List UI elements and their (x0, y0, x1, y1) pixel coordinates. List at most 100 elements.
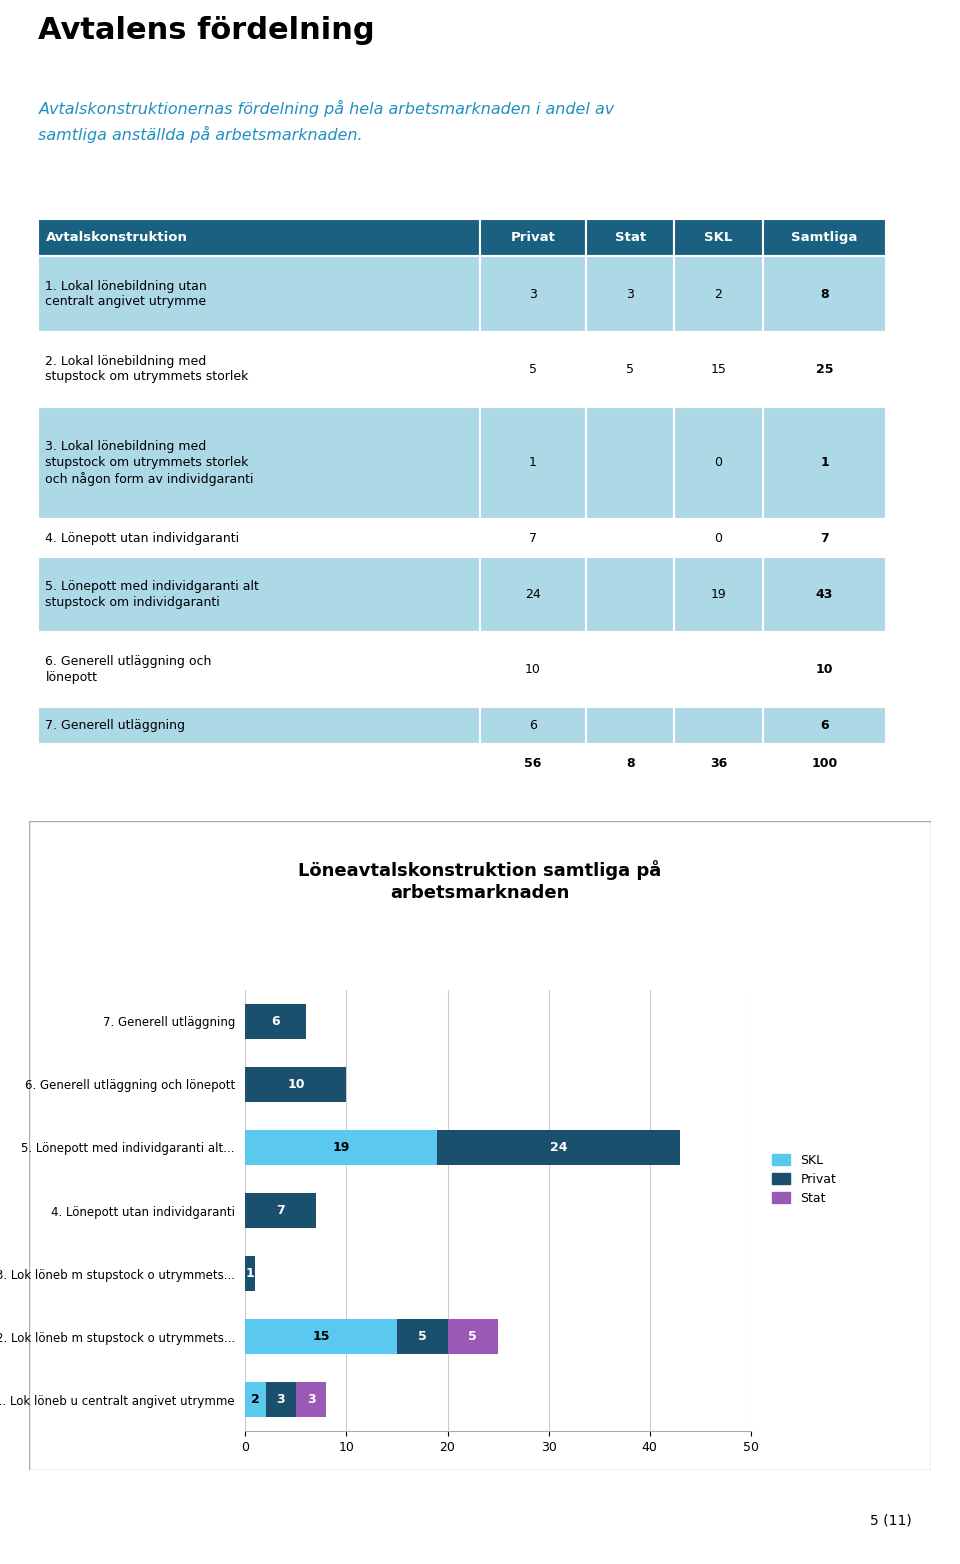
Bar (246, 1383, 266, 1417)
Bar (480, 744, 586, 782)
Text: 4. Lönepott utan individgaranti: 4. Lönepott utan individgaranti (45, 532, 240, 544)
Bar (38, 256, 480, 332)
Text: 36: 36 (709, 757, 727, 769)
Bar (674, 519, 762, 557)
Text: 43: 43 (816, 588, 833, 601)
Bar (447, 1320, 498, 1354)
Bar (246, 1193, 316, 1228)
Text: 0: 0 (714, 532, 723, 544)
Bar (480, 256, 586, 332)
Text: 3: 3 (626, 288, 635, 300)
Text: 8: 8 (820, 288, 828, 300)
Text: 3: 3 (529, 288, 537, 300)
Bar (397, 1320, 447, 1354)
Bar (246, 1131, 438, 1165)
Text: 1: 1 (246, 1267, 254, 1279)
Bar (586, 519, 674, 557)
Text: 3: 3 (276, 1394, 285, 1406)
Text: 25: 25 (816, 363, 833, 375)
Text: 56: 56 (524, 757, 541, 769)
Bar (674, 407, 762, 519)
Bar (762, 219, 886, 256)
Bar (246, 1067, 347, 1101)
Text: Avtalskonstruktion: Avtalskonstruktion (45, 231, 187, 244)
Bar (674, 632, 762, 707)
Bar (674, 744, 762, 782)
Legend: SKL, Privat, Stat: SKL, Privat, Stat (767, 1148, 841, 1211)
Text: 6: 6 (820, 719, 828, 732)
Bar (762, 256, 886, 332)
Bar (674, 707, 762, 744)
Bar (480, 407, 586, 519)
Text: 5: 5 (418, 1329, 426, 1343)
Bar (674, 256, 762, 332)
Text: 5. Lönepott med individgaranti alt
stupstock om individgaranti: 5. Lönepott med individgaranti alt stups… (45, 580, 259, 608)
Text: 5: 5 (468, 1329, 477, 1343)
Text: 6: 6 (272, 1015, 280, 1028)
Bar (480, 519, 586, 557)
Text: 5: 5 (626, 363, 635, 375)
Bar (38, 707, 480, 744)
Bar (586, 219, 674, 256)
Bar (674, 332, 762, 407)
Bar (246, 1320, 397, 1354)
Text: 10: 10 (287, 1078, 304, 1092)
Bar (38, 519, 480, 557)
Bar (586, 332, 674, 407)
Text: 2: 2 (714, 288, 723, 300)
Bar (38, 744, 480, 782)
Text: 15: 15 (710, 363, 727, 375)
Text: 8: 8 (626, 757, 635, 769)
Text: 5: 5 (529, 363, 537, 375)
Bar (296, 1383, 326, 1417)
Bar (762, 407, 886, 519)
Text: 0: 0 (714, 457, 723, 469)
Bar (246, 1256, 255, 1290)
Text: 7: 7 (529, 532, 537, 544)
Bar (762, 332, 886, 407)
Text: Privat: Privat (511, 231, 556, 244)
Bar (762, 519, 886, 557)
Bar (266, 1383, 296, 1417)
Bar (586, 407, 674, 519)
Bar (586, 707, 674, 744)
Bar (674, 557, 762, 632)
Bar (762, 744, 886, 782)
Text: 7: 7 (276, 1204, 285, 1217)
Bar (586, 744, 674, 782)
Text: Avtalens fördelning: Avtalens fördelning (38, 16, 375, 45)
Bar (438, 1131, 680, 1165)
Text: 19: 19 (333, 1142, 350, 1154)
Text: 1: 1 (820, 457, 828, 469)
Text: 7: 7 (820, 532, 828, 544)
Bar (586, 557, 674, 632)
Text: Samtliga: Samtliga (791, 231, 857, 244)
Bar (38, 557, 480, 632)
Text: 2: 2 (252, 1394, 260, 1406)
Text: 1. Lokal lönebildning utan
centralt angivet utrymme: 1. Lokal lönebildning utan centralt angi… (45, 280, 207, 308)
Bar (38, 332, 480, 407)
Text: 1: 1 (529, 457, 537, 469)
Bar (480, 632, 586, 707)
Text: 2. Lokal lönebildning med
stupstock om utrymmets storlek: 2. Lokal lönebildning med stupstock om u… (45, 355, 249, 383)
Text: 3: 3 (307, 1394, 316, 1406)
Text: Avtalskonstruktionernas fördelning på hela arbetsmarknaden i andel av
samtliga a: Avtalskonstruktionernas fördelning på he… (38, 100, 614, 142)
Bar (586, 256, 674, 332)
Bar (38, 219, 480, 256)
Bar (38, 632, 480, 707)
Text: 15: 15 (312, 1329, 330, 1343)
Text: 7. Generell utläggning: 7. Generell utläggning (45, 719, 185, 732)
Text: 24: 24 (525, 588, 540, 601)
Bar (480, 707, 586, 744)
Bar (762, 557, 886, 632)
Text: Löneavtalskonstruktion samtliga på
arbetsmarknaden: Löneavtalskonstruktion samtliga på arbet… (299, 860, 661, 902)
Bar (762, 707, 886, 744)
Text: 10: 10 (525, 663, 540, 676)
Text: 24: 24 (550, 1142, 567, 1154)
Bar (762, 632, 886, 707)
Text: 6. Generell utläggning och
lönepott: 6. Generell utläggning och lönepott (45, 655, 212, 683)
Text: Stat: Stat (614, 231, 646, 244)
Text: 5 (11): 5 (11) (871, 1514, 912, 1528)
Bar (586, 632, 674, 707)
Bar (246, 1004, 306, 1038)
